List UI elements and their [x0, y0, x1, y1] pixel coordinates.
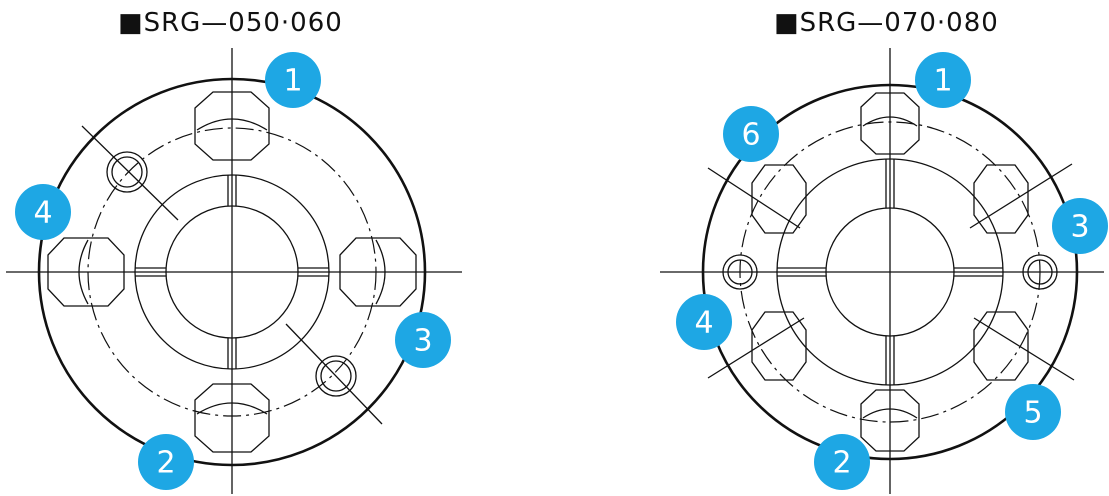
svg-text:1: 1	[283, 64, 302, 99]
callout-5: 5	[1005, 384, 1061, 440]
svg-text:4: 4	[694, 306, 713, 341]
diagram-srg-070-080: ■SRG—070·080	[640, 0, 1109, 496]
svg-text:5: 5	[1023, 396, 1042, 431]
svg-text:6: 6	[741, 118, 760, 153]
flange-drawing: 1 2 3 4 5 6	[660, 48, 1108, 494]
callout-2: 2	[814, 434, 870, 490]
hex-bolt-top	[194, 91, 270, 161]
flange-drawing: 1 2 3 4	[6, 48, 462, 494]
diagram-srg-050-060: ■SRG—050·060	[0, 0, 470, 496]
bore-circle	[825, 207, 955, 337]
hub-outer-circle	[134, 174, 330, 370]
callout-6: 6	[723, 106, 779, 162]
svg-text:3: 3	[1070, 210, 1089, 245]
hex-bolt-bottom	[194, 383, 270, 453]
svg-text:3: 3	[413, 324, 432, 359]
outer-rim	[701, 83, 1079, 461]
pin-hole-lower-right	[315, 355, 357, 397]
callout-4: 4	[15, 184, 71, 240]
bolt-circle	[87, 127, 377, 417]
svg-text:2: 2	[832, 446, 851, 481]
hex-bolt-upper-right	[969, 163, 1073, 234]
hex-bolt-lower-left	[707, 311, 807, 381]
callout-3: 3	[395, 312, 451, 368]
diagonal-center-line	[81, 125, 179, 221]
outer-rim	[37, 77, 427, 467]
hex-bolt-left	[47, 237, 125, 307]
hex-bolt-bottom	[860, 389, 920, 452]
callout-1: 1	[265, 52, 321, 108]
callout-1: 1	[915, 52, 971, 108]
pin-hole-left	[722, 254, 758, 290]
svg-text:4: 4	[33, 196, 52, 231]
hub-slots	[777, 159, 1003, 385]
hub-slots	[135, 175, 329, 369]
svg-text:2: 2	[156, 446, 175, 481]
hex-bolt-top	[860, 92, 920, 155]
callout-3: 3	[1052, 198, 1108, 254]
bolt-circle	[739, 121, 1041, 423]
hex-bolt-upper-left	[707, 164, 807, 234]
hex-bolt-lower-right	[973, 311, 1075, 381]
pin-hole-right	[1022, 254, 1058, 290]
pin-hole-upper-left	[106, 151, 148, 193]
svg-text:1: 1	[933, 64, 952, 99]
diagonal-center-line	[285, 323, 383, 425]
hex-bolt-right	[339, 237, 417, 307]
diagram-title: ■SRG—070·080	[774, 8, 999, 38]
callout-2: 2	[138, 434, 194, 490]
bore-circle	[165, 205, 299, 339]
hub-outer-circle	[776, 158, 1004, 386]
diagram-title: ■SRG—050·060	[118, 8, 343, 38]
callout-4: 4	[676, 294, 732, 350]
